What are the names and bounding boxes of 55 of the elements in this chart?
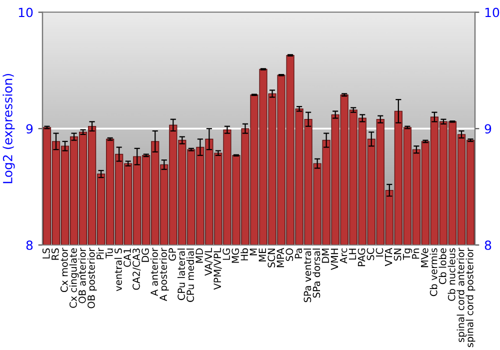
x-tick-label: M (250, 248, 257, 256)
x-tick-label: VTA (384, 248, 392, 266)
y2-tick-label: 9 (484, 124, 492, 134)
x-tick-label: CA1 (124, 248, 131, 267)
x-tick-label: VA/VL (204, 248, 213, 276)
x-tick-label: MG (232, 248, 240, 263)
x-tick-label: VMH (330, 248, 338, 270)
y-tick-label: 9 (26, 124, 33, 134)
x-tick-label: spinal cord anterior (456, 248, 466, 342)
x-tick-label: LG (222, 248, 230, 260)
x-tick-label: Cx cingulate (69, 248, 79, 308)
y2-tick-label: 8 (484, 240, 492, 250)
x-tick-label: MPA (276, 248, 284, 268)
x-tick-label: OB anterior (78, 248, 86, 304)
x-tick-label: PAG (358, 248, 366, 266)
x-tick-label: CPu lateral (177, 248, 185, 300)
x-tick-label: A posterior (159, 248, 169, 302)
x-tick-label: VPM/VPL (214, 248, 222, 290)
x-tick-label: LH (348, 248, 356, 260)
x-tick-label: Pn (412, 248, 420, 259)
x-tick-label: Arc (340, 248, 348, 264)
x-tick-label: Tg (403, 248, 412, 260)
x-tick-label: Cb lobe (438, 248, 446, 284)
y2-tick-label: 10 (485, 8, 500, 18)
x-tick-label: CA2/CA3 (132, 248, 141, 290)
x-tick-label: SPa dorsal (312, 248, 320, 298)
x-tick-label: SPa ventral (304, 248, 312, 302)
x-tick-label: MD (196, 248, 203, 263)
x-tick-label: spinal cord posterior (466, 248, 476, 348)
y-axis-title: Log2 (expression) (2, 74, 15, 184)
x-tick-label: MVe (421, 248, 428, 268)
x-tick-label: Tu (106, 248, 113, 258)
x-tick-label: Pa (294, 248, 302, 258)
x-tick-label: DG (142, 248, 149, 262)
x-tick-label: Cb nucleus (448, 248, 456, 301)
x-tick-label: Pir (96, 248, 104, 260)
x-tick-label: IC (376, 248, 384, 256)
x-tick-label: SN (394, 248, 402, 261)
x-tick-label: DM (322, 248, 330, 263)
x-tick-label: RS (51, 248, 59, 260)
x-tick-label: Cb vermis (430, 248, 438, 296)
x-tick-label: LS (42, 248, 50, 258)
y-tick-label: 10 (18, 8, 33, 18)
x-tick-label: ME (258, 248, 266, 262)
x-tick-label: GP (168, 248, 176, 261)
x-tick-label: SO (286, 248, 294, 261)
x-tick-label: OB posterior (87, 248, 97, 308)
x-tick-label: SC (366, 248, 374, 260)
x-tick-label: Hb (240, 248, 248, 260)
y-tick-label: 8 (26, 240, 33, 250)
x-tick-label: Cx motor (60, 248, 68, 292)
x-tick-label: SCN (268, 248, 276, 268)
x-tick-label: CPu medial (186, 248, 194, 302)
x-tick-label: A anterior (150, 248, 158, 296)
x-tick-label: ventral S (114, 248, 122, 292)
